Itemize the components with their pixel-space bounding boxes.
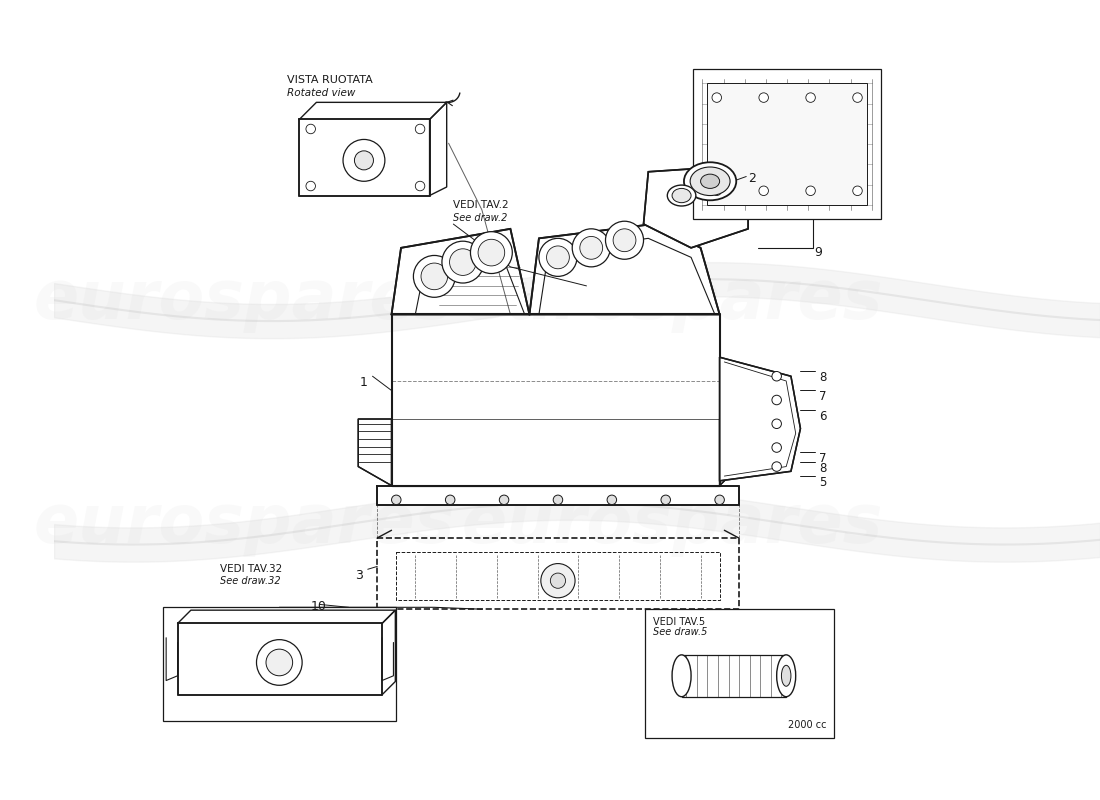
Ellipse shape [781,666,791,686]
Text: VEDI TAV.5: VEDI TAV.5 [653,617,705,627]
Text: 5: 5 [820,476,827,489]
Circle shape [450,249,476,275]
Circle shape [471,232,513,274]
Text: 10: 10 [310,600,327,613]
Circle shape [852,93,862,102]
Circle shape [442,241,484,283]
Text: 6: 6 [820,410,827,422]
Polygon shape [719,358,801,481]
Bar [693,69,881,219]
Bar [646,610,834,738]
Bar [707,83,867,205]
Circle shape [806,93,815,102]
Text: VEDI TAV.32: VEDI TAV.32 [220,563,283,574]
Circle shape [772,462,781,471]
Circle shape [392,495,402,505]
Circle shape [256,640,302,686]
Polygon shape [359,419,392,486]
Ellipse shape [668,185,696,206]
Circle shape [772,371,781,381]
Circle shape [306,124,316,134]
Ellipse shape [672,189,691,202]
Circle shape [421,263,448,290]
Polygon shape [377,486,738,505]
Circle shape [354,151,374,170]
Text: 8: 8 [820,462,827,475]
Ellipse shape [690,167,730,195]
Polygon shape [177,623,382,694]
Circle shape [605,222,643,259]
Polygon shape [299,119,430,195]
Circle shape [416,124,425,134]
Ellipse shape [777,655,795,697]
Polygon shape [719,419,738,486]
Text: 7: 7 [820,452,827,466]
Circle shape [772,395,781,405]
Text: VEDI TAV.2: VEDI TAV.2 [453,200,509,210]
Text: See draw.5: See draw.5 [653,627,707,638]
Text: eurospares: eurospares [461,490,883,557]
Bar [163,607,396,722]
Polygon shape [392,229,529,314]
Text: 1: 1 [360,376,367,390]
Circle shape [416,182,425,190]
Text: See draw.32: See draw.32 [220,576,280,586]
Circle shape [806,186,815,195]
Ellipse shape [684,162,736,200]
Text: eurospares: eurospares [33,490,454,557]
Polygon shape [644,167,748,248]
Circle shape [712,93,722,102]
Text: 7: 7 [820,390,827,403]
Circle shape [772,419,781,429]
Circle shape [446,495,455,505]
Text: 2000 cc: 2000 cc [788,720,826,730]
Ellipse shape [672,655,691,697]
Circle shape [499,495,509,505]
Circle shape [343,139,385,182]
Circle shape [553,495,563,505]
Circle shape [772,442,781,452]
Circle shape [759,93,769,102]
Ellipse shape [701,174,719,189]
Circle shape [613,229,636,252]
Circle shape [607,495,617,505]
Bar [682,655,786,697]
Polygon shape [529,224,719,314]
Text: See draw.2: See draw.2 [453,213,508,222]
Circle shape [572,229,610,267]
Circle shape [539,238,578,276]
Circle shape [547,246,570,269]
Circle shape [266,649,293,676]
Text: 9: 9 [815,246,823,259]
Circle shape [580,237,603,259]
Text: 3: 3 [355,570,363,582]
Circle shape [306,182,316,190]
Circle shape [541,563,575,598]
Circle shape [550,573,565,588]
Circle shape [414,255,455,298]
Text: eurospares: eurospares [461,267,883,333]
Text: VISTA RUOTATA: VISTA RUOTATA [287,74,373,85]
Circle shape [715,495,725,505]
Text: 8: 8 [820,371,827,385]
Circle shape [661,495,671,505]
Text: Rotated view: Rotated view [287,88,355,98]
Text: eurospares: eurospares [33,267,454,333]
Circle shape [478,239,505,266]
Circle shape [852,186,862,195]
Circle shape [712,186,722,195]
Text: 2: 2 [748,172,756,185]
Circle shape [759,186,769,195]
